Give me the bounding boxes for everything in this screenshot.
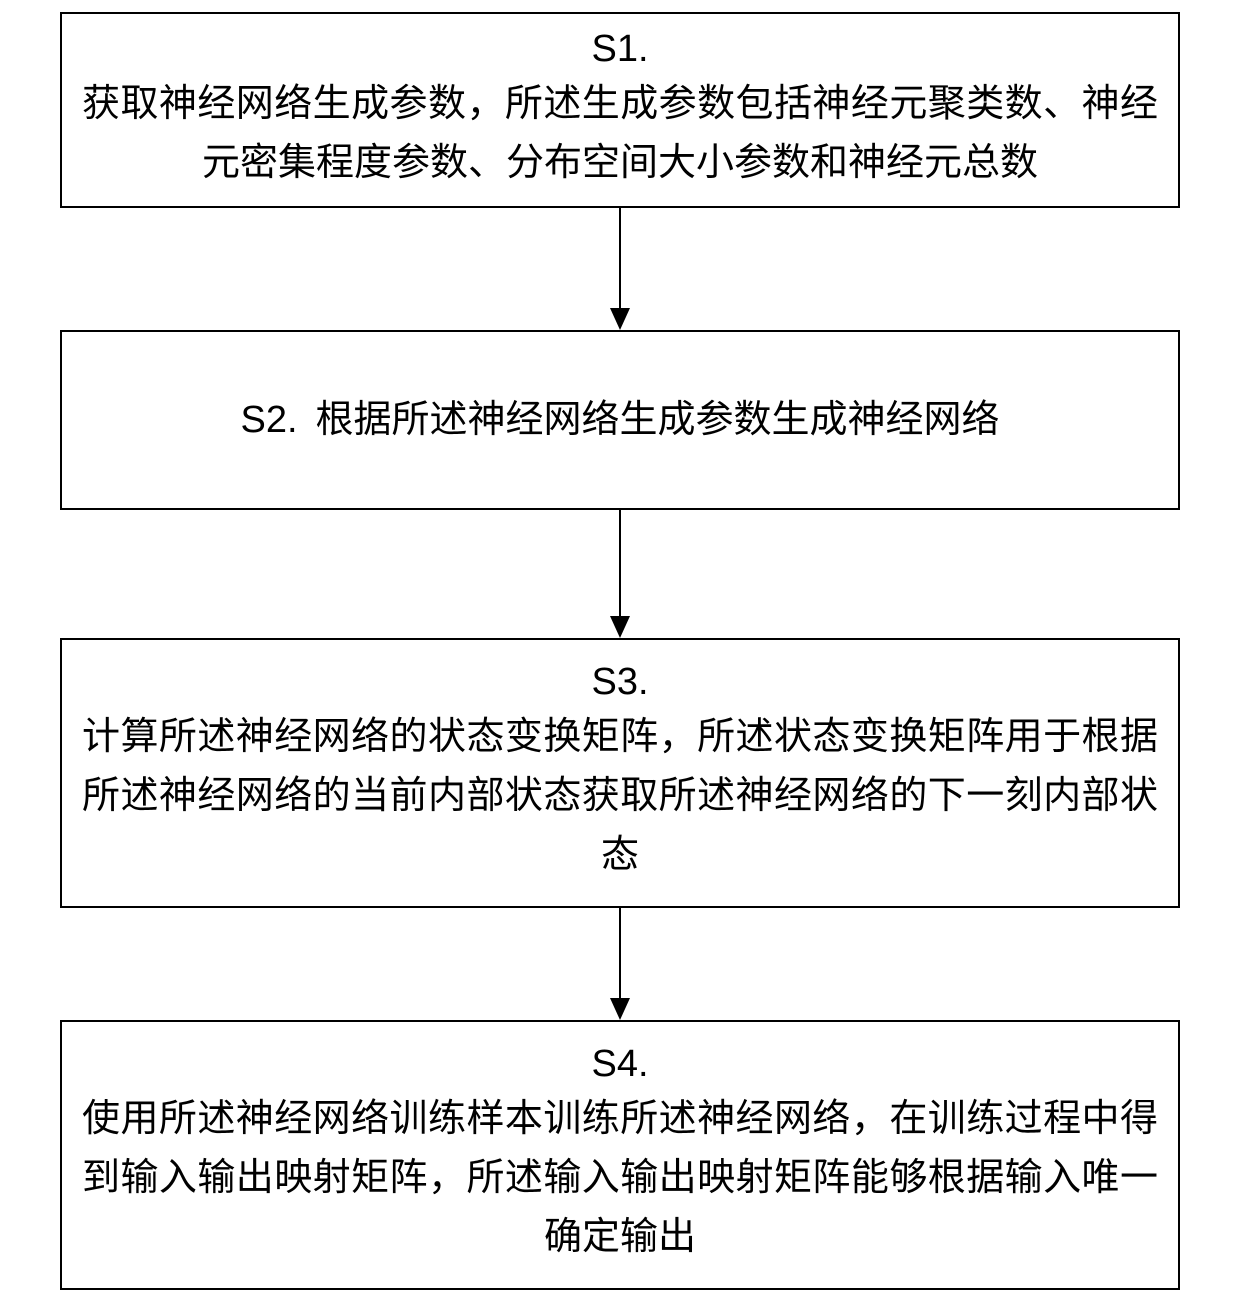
step-label-s2: S2. — [240, 399, 297, 442]
step-label-s4: S4. — [591, 1043, 648, 1086]
step-text-s2: 根据所述神经网络生成参数生成神经网络 — [316, 392, 1000, 449]
step-label-s3: S3. — [591, 661, 648, 704]
step-text-s3: 计算所述神经网络的状态变换矩阵，所述状态变换矩阵用于根据所述神经网络的当前内部状… — [82, 708, 1158, 885]
flowchart-arrow-1 — [608, 208, 632, 330]
step-label-s1: S1. — [591, 28, 648, 71]
flowchart-node-s2: S2. 根据所述神经网络生成参数生成神经网络 — [60, 330, 1180, 510]
flowchart-node-s4: S4. 使用所述神经网络训练样本训练所述神经网络，在训练过程中得到输入输出映射矩… — [60, 1020, 1180, 1290]
step-text-s4: 使用所述神经网络训练样本训练所述神经网络，在训练过程中得到输入输出映射矩阵，所述… — [82, 1090, 1158, 1267]
flowchart-arrow-2 — [608, 510, 632, 638]
flowchart-arrow-3 — [608, 908, 632, 1020]
flowchart-container: S1. 获取神经网络生成参数，所述生成参数包括神经元聚类数、神经元密集程度参数、… — [0, 0, 1240, 1299]
flowchart-node-s1: S1. 获取神经网络生成参数，所述生成参数包括神经元聚类数、神经元密集程度参数、… — [60, 12, 1180, 208]
flowchart-node-s3: S3. 计算所述神经网络的状态变换矩阵，所述状态变换矩阵用于根据所述神经网络的当… — [60, 638, 1180, 908]
step-text-s1: 获取神经网络生成参数，所述生成参数包括神经元聚类数、神经元密集程度参数、分布空间… — [82, 75, 1158, 193]
